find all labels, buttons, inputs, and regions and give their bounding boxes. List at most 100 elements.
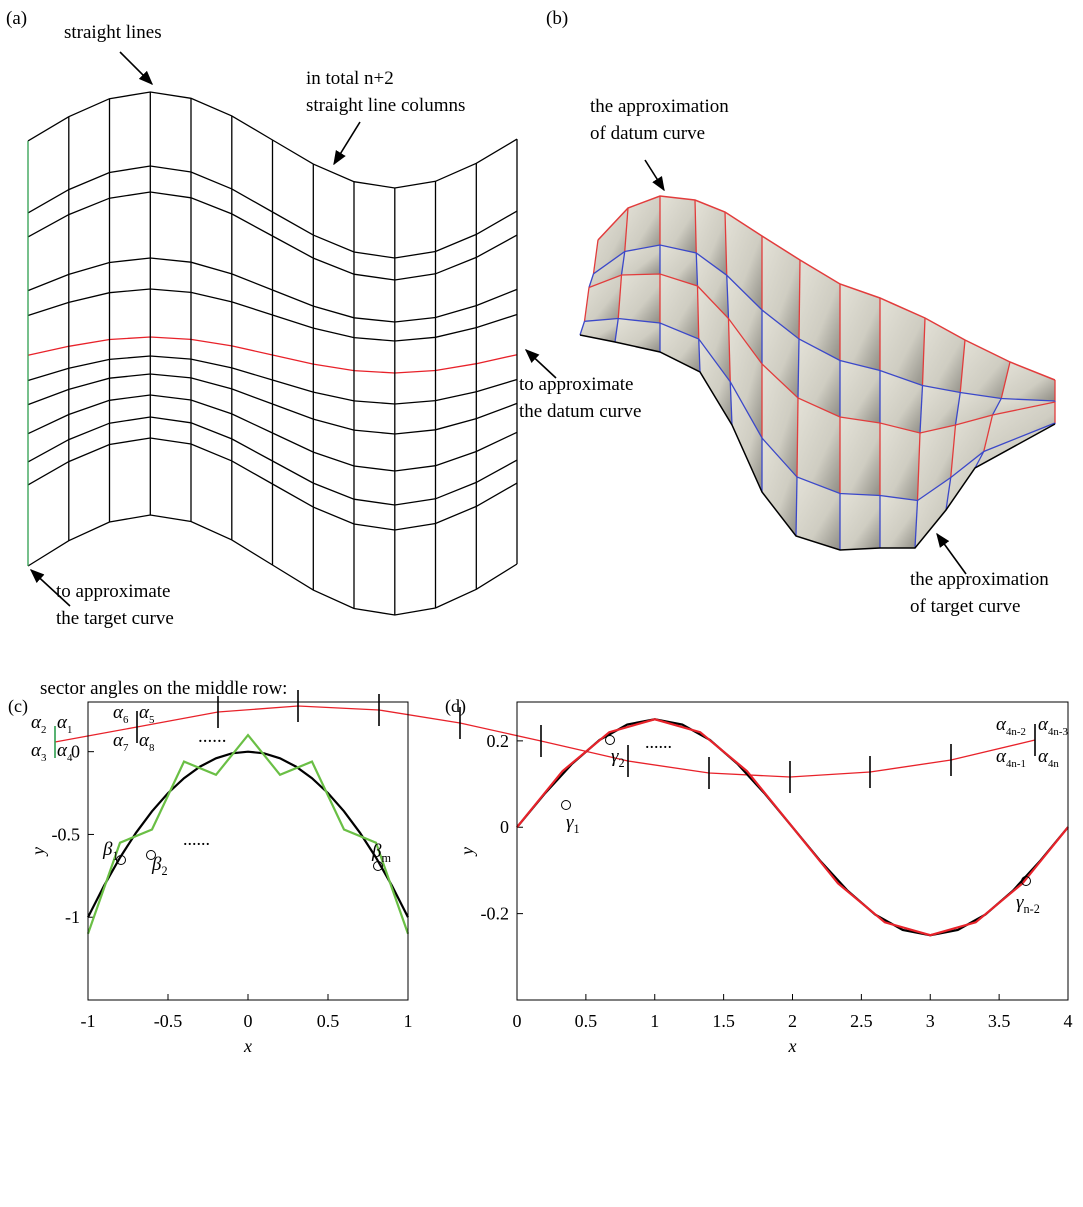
chart: (c) -1 -0.5 0 0.5 1 -1 -0.5 0 x y...... (8, 696, 413, 1056)
subscript: m (381, 851, 391, 865)
angle-marker (562, 801, 571, 810)
ellipsis: ...... (645, 732, 672, 752)
plot-frame (517, 702, 1068, 1000)
ellipsis: ...... (183, 829, 210, 849)
symbol-label: α7 (113, 730, 129, 754)
annotation: straight line columns (306, 95, 465, 116)
symbol-label: α5 (139, 702, 155, 726)
surface-face (960, 340, 1010, 399)
annotation: the approximation (910, 569, 1049, 590)
symbol-label: α3 (31, 740, 47, 764)
symbol: β (151, 854, 162, 875)
y-tick-label: -0.5 (52, 824, 81, 844)
y-axis-label: y (28, 847, 48, 857)
ellipsis: ...... (198, 726, 227, 747)
surface-face (840, 417, 880, 496)
subscript: 1 (574, 822, 580, 836)
x-tick-label: 2 (788, 1011, 797, 1031)
subscript: 2 (619, 756, 625, 770)
figure: (a) straight lines in total n+2 straight li… (0, 0, 1083, 1207)
subscript: 8 (149, 742, 155, 754)
x-tick-label: 0 (244, 1011, 253, 1031)
x-tick-label: 2.5 (850, 1011, 873, 1031)
y-tick-label: -1 (65, 907, 80, 927)
surface-face (840, 361, 880, 424)
y-tick-label: 0 (500, 817, 509, 837)
x-tick-label: 1 (404, 1011, 413, 1031)
caption: sector angles on the middle row: (40, 678, 287, 699)
y-tick-label: -0.2 (481, 904, 510, 924)
x-tick-label: -1 (81, 1011, 96, 1031)
symbol-label: α4n-1 (996, 746, 1026, 770)
y-tick-label: 0.2 (487, 731, 510, 751)
annotation: of datum curve (590, 123, 705, 144)
x-axis-label: x (243, 1036, 252, 1056)
annotation: the approximation (590, 96, 729, 117)
arrow (120, 52, 152, 84)
symbol-label: α1 (57, 712, 72, 736)
x-tick-label: 0 (513, 1011, 522, 1031)
x-tick-label: 3.5 (988, 1011, 1011, 1031)
subscript: 2 (41, 724, 46, 736)
symbol-label: γ2 (611, 746, 625, 770)
surface-face (880, 423, 920, 501)
y-axis-label: y (457, 847, 477, 857)
symbol-label: γn-2 (1016, 892, 1040, 916)
panel-label: (d) (445, 696, 466, 717)
symbol-label: β2 (151, 854, 168, 878)
x-tick-label: -0.5 (154, 1011, 183, 1031)
subscript: 4n (1048, 758, 1059, 770)
surface-face (923, 318, 966, 393)
panel-label: (a) (6, 8, 27, 29)
subscript: n-2 (1024, 902, 1040, 916)
symbol-label: α4n-3 (1038, 714, 1068, 738)
symbol-label: α6 (113, 702, 129, 726)
surface-face (840, 284, 880, 371)
x-tick-label: 0.5 (575, 1011, 598, 1031)
annotation: in total n+2 (306, 68, 394, 89)
subscript: 4n-1 (1006, 758, 1026, 770)
symbol: β (102, 839, 113, 860)
data-line (88, 752, 408, 918)
y-tick-label: 0 (71, 742, 80, 762)
annotation: the datum curve (519, 401, 641, 422)
symbol-label: β1 (102, 839, 119, 863)
arrow (334, 122, 360, 164)
subscript: 1 (112, 849, 118, 863)
panel-label: (b) (546, 8, 568, 29)
subscript: 2 (161, 864, 167, 878)
symbol-label: γ1 (566, 812, 580, 836)
symbol-label: α4n (1038, 746, 1059, 770)
annotation: straight lines (64, 22, 162, 43)
surface-face (840, 494, 880, 551)
annotation: to approximate (519, 374, 634, 395)
symbol-label: βm (371, 841, 391, 865)
symbol-label: α2 (31, 712, 46, 736)
surface-face (880, 496, 918, 549)
panel-label: (c) (8, 696, 28, 717)
subscript: 6 (123, 714, 129, 726)
symbol-label: α4n-2 (996, 714, 1026, 738)
arrow (937, 534, 966, 574)
symbol: β (371, 841, 382, 862)
subscript: 5 (149, 714, 155, 726)
subscript: 1 (67, 724, 72, 736)
subscript: 3 (41, 752, 47, 764)
angle-marker (606, 736, 615, 745)
x-tick-label: 0.5 (317, 1011, 340, 1031)
x-tick-label: 3 (926, 1011, 935, 1031)
x-tick-label: 1 (650, 1011, 659, 1031)
subscript: 4n-2 (1006, 726, 1026, 738)
x-tick-label: 4 (1064, 1011, 1073, 1031)
x-tick-label: 1.5 (712, 1011, 735, 1031)
surface-face (618, 274, 660, 323)
surface-face (660, 196, 696, 253)
arrow (645, 160, 664, 190)
surface-face (1001, 362, 1055, 401)
page: { "panel_a": {"label": "(a)", "notes": [… (0, 0, 1083, 1207)
subscript: 7 (123, 742, 129, 754)
x-axis-label: x (788, 1036, 797, 1056)
surface-face (625, 196, 660, 252)
plot-frame (88, 702, 408, 1000)
annotation: the target curve (56, 608, 174, 629)
